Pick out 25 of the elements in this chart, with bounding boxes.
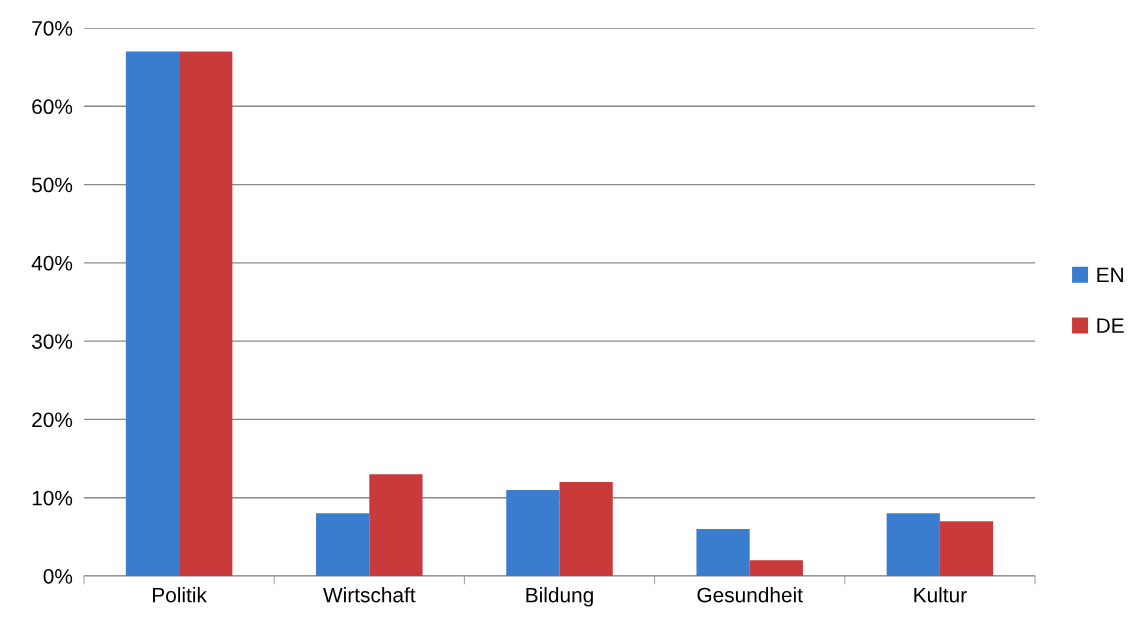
bar [369,474,423,576]
x-tick-label: Kultur [914,587,967,603]
y-tick-label: 60% [32,99,73,115]
y-tick-label: 30% [31,334,73,349]
y-tick-label: 0% [43,569,73,584]
legend-label: DE [1097,318,1124,333]
x-tick-label: Wirtschaft [323,587,416,603]
bar [125,51,180,576]
legend-label: EN [1097,267,1123,283]
bar [886,513,940,576]
bar [506,489,560,576]
y-tick-label: 40% [31,255,73,271]
y-tick-label: 70% [32,21,73,36]
bar [559,482,613,576]
bar [316,513,370,576]
x-tick-label: Bildung [526,587,593,607]
y-tick-label: 20% [32,412,73,428]
bar [696,529,750,576]
y-tick-label: 50% [32,177,73,193]
bar [179,51,233,576]
bar [749,560,803,576]
x-tick-label: Politik [153,587,207,603]
y-tick-label: 10% [32,490,73,506]
bar [939,521,994,576]
x-tick-label: Gesundheit [697,587,803,603]
